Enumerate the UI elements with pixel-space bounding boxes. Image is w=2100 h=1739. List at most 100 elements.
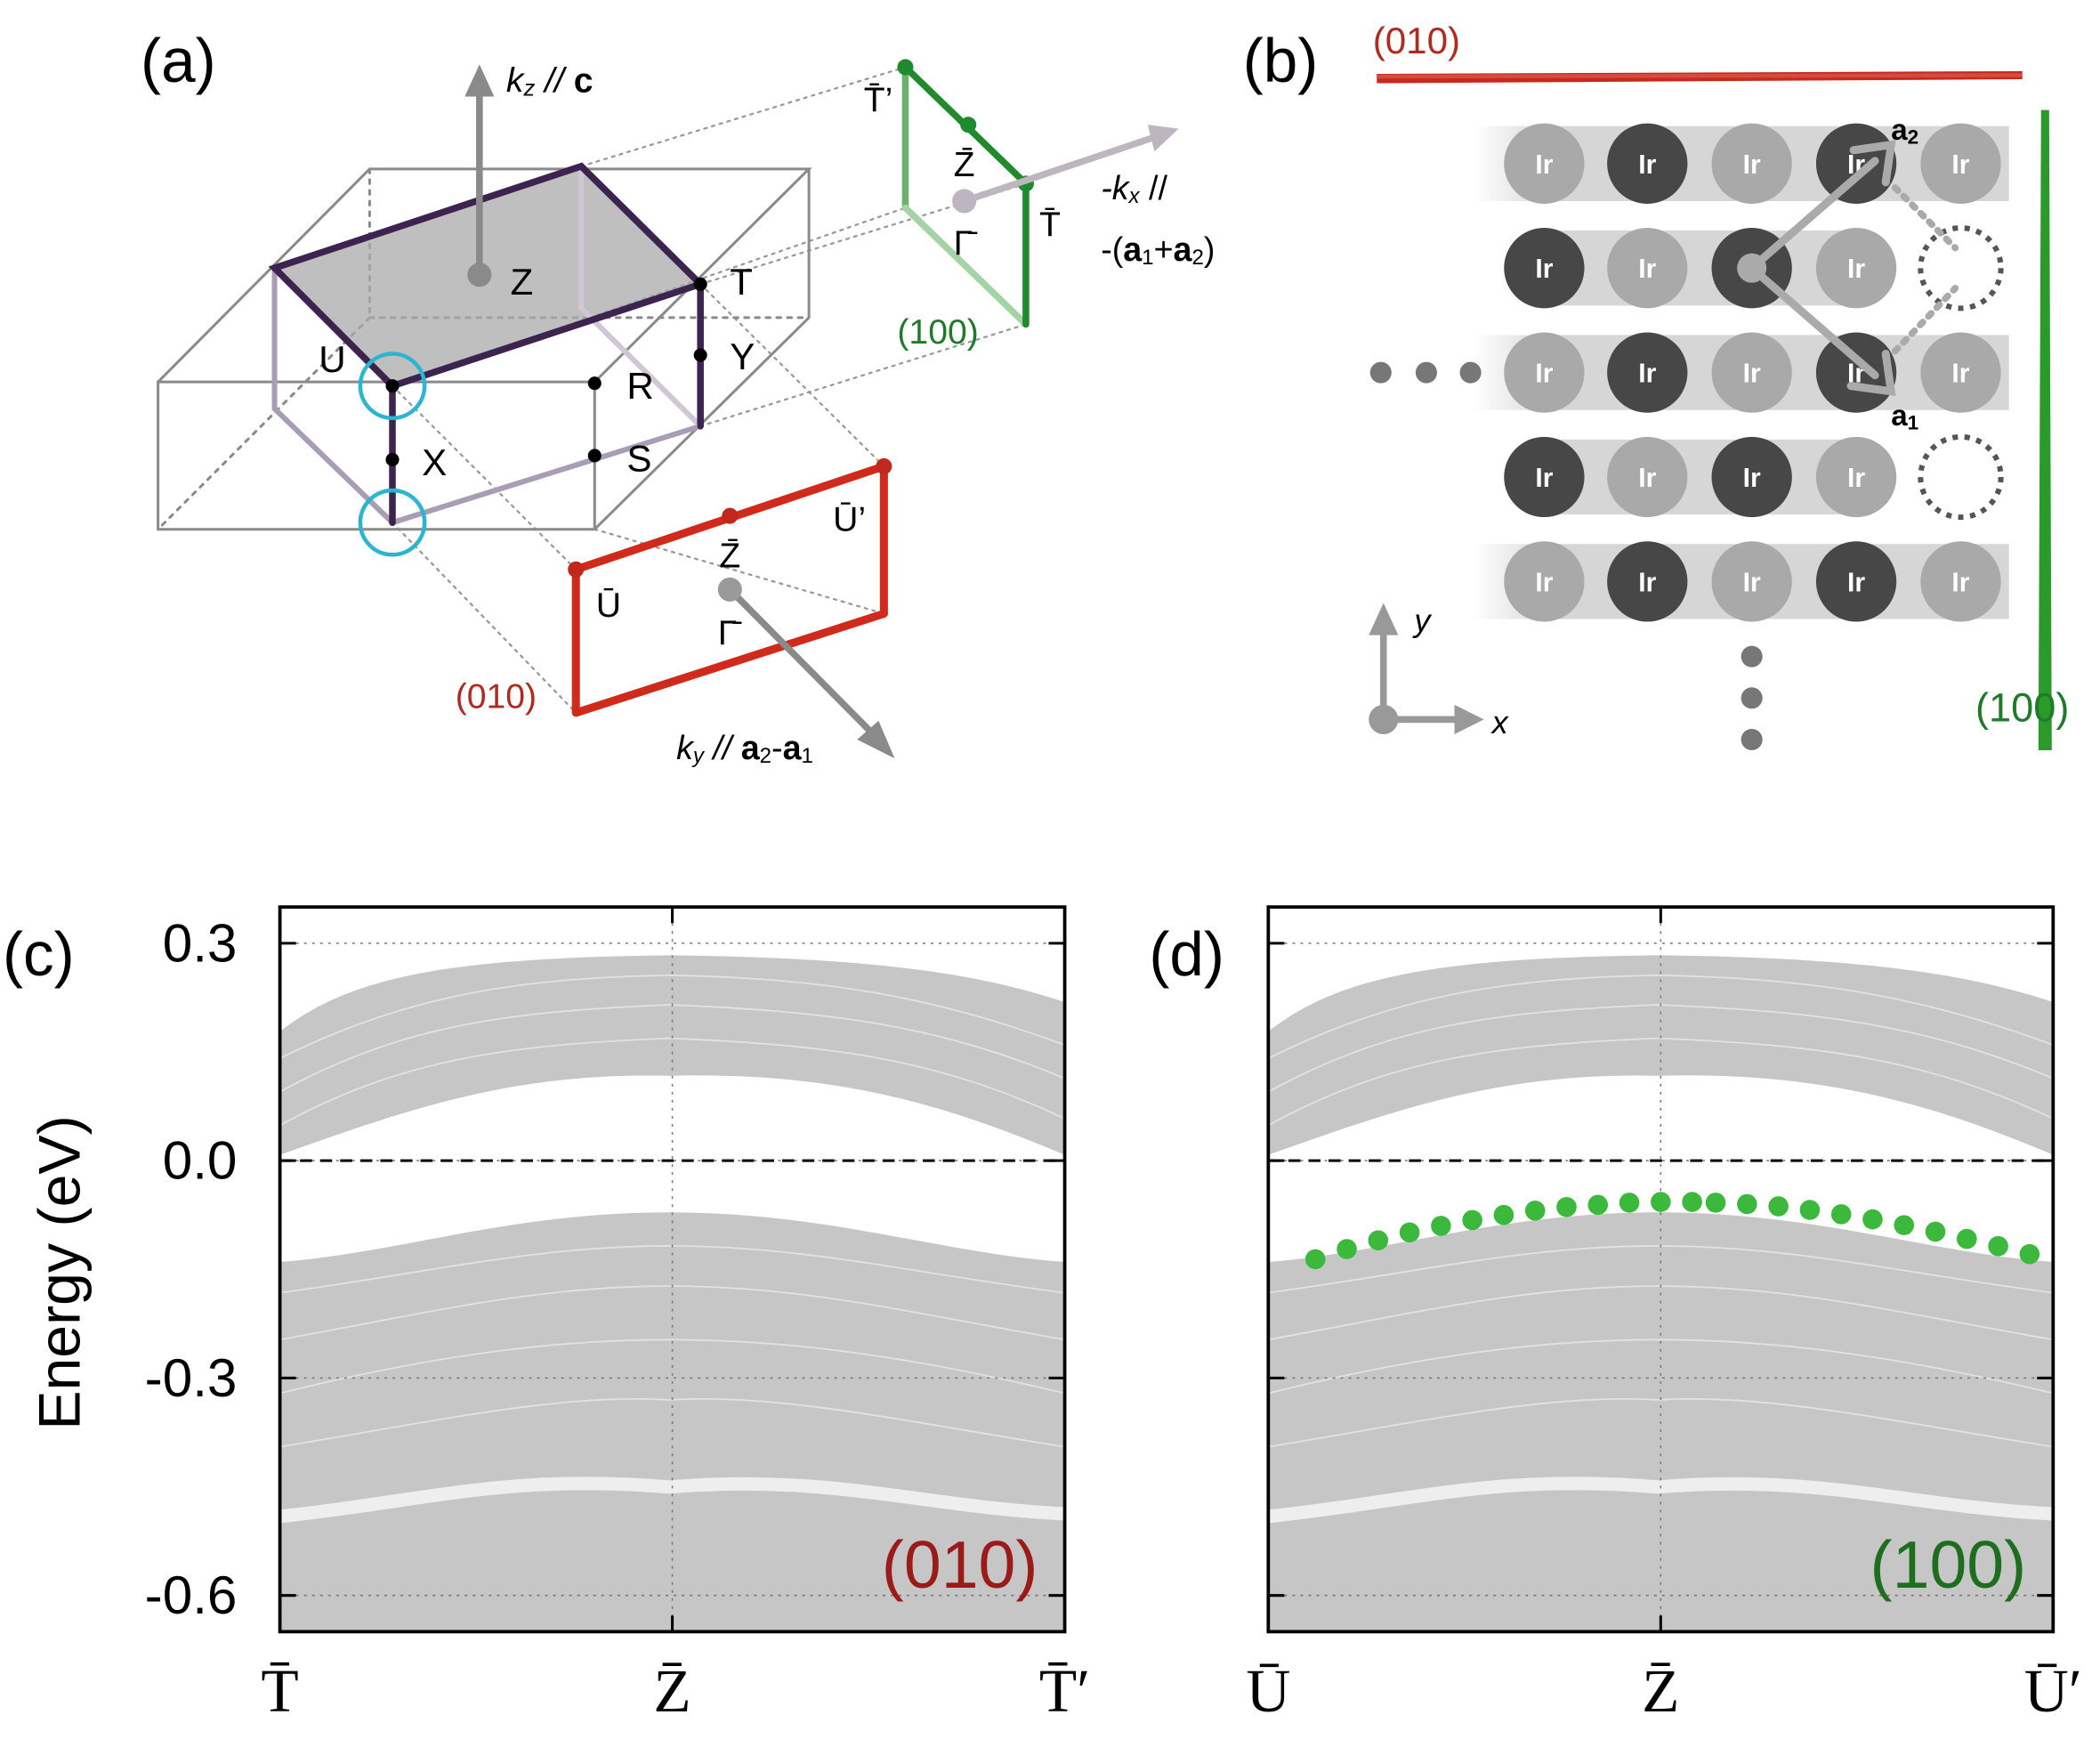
arrow-head xyxy=(857,720,895,759)
vacancy xyxy=(1918,225,2004,311)
atom-label: Ir xyxy=(1535,150,1553,180)
shape xyxy=(1369,704,1399,734)
atom-label: Ir xyxy=(1743,150,1761,180)
shape xyxy=(568,561,585,578)
point-label: Ū xyxy=(596,586,621,625)
atom xyxy=(1607,123,1688,204)
label-part: // xyxy=(1140,169,1168,206)
x-tick-label: Z̄ xyxy=(1642,1656,1679,1725)
plot-frame xyxy=(1266,905,2056,1634)
shape xyxy=(279,1037,1065,1127)
shape xyxy=(1748,157,1879,272)
label-part: 1 xyxy=(1142,246,1153,270)
shape xyxy=(157,167,812,384)
label-part: 2 xyxy=(1908,125,1919,148)
surface-state-point xyxy=(1337,1239,1357,1259)
plot-frame xyxy=(278,905,1067,1634)
atom-label: Ir xyxy=(1535,464,1553,493)
axis-label: x xyxy=(1490,704,1510,740)
y-tick-label: 0.0 xyxy=(163,1131,238,1191)
label-part: x xyxy=(1128,183,1141,207)
y-tick-label: -0.3 xyxy=(145,1348,238,1408)
panel-b: (010) (100) Ir Ir Ir Ir Ir Ir Ir Ir Ir Ir Ir Ir Ir Ir… xyxy=(1369,20,2069,751)
points xyxy=(568,457,892,578)
arrow-head xyxy=(464,64,495,97)
xy-axes xyxy=(1369,603,1484,734)
atom xyxy=(1920,541,2001,622)
shape xyxy=(1748,263,1879,380)
atom-label: Ir xyxy=(1743,360,1761,389)
surface-label: (010) xyxy=(456,677,537,716)
shape xyxy=(960,117,977,133)
shape xyxy=(1415,361,1437,384)
atom xyxy=(1607,228,1688,309)
surface-state-point xyxy=(1493,1204,1514,1225)
label-part: 1 xyxy=(802,744,813,768)
axis-label: -kx // xyxy=(1101,169,1167,208)
surface-state-point xyxy=(1925,1221,1946,1242)
label-part: k xyxy=(506,61,526,100)
node-circle xyxy=(358,352,427,421)
panel-a: kz // c Z T U Y R X S T̄’ Z̄ Γ̄ T̄ -kx /… xyxy=(157,59,1216,768)
shape xyxy=(279,1245,1065,1294)
label-part: ) xyxy=(1204,231,1216,268)
shape xyxy=(1544,439,1857,515)
atom-label: Ir xyxy=(1743,464,1761,493)
surface-state-point xyxy=(1894,1215,1915,1235)
surface-state-point xyxy=(1619,1193,1640,1213)
shape xyxy=(157,316,371,531)
label-part: -( xyxy=(1101,231,1124,268)
atom-label: Ir xyxy=(1847,464,1865,493)
shape xyxy=(593,167,811,531)
point-label: Z̄ xyxy=(954,146,975,184)
point-label: X xyxy=(422,441,447,483)
shape xyxy=(385,379,400,393)
shape xyxy=(391,522,578,715)
panel-label: (b) xyxy=(1243,26,1319,95)
shape xyxy=(1891,184,1959,252)
point-label: Z xyxy=(510,261,533,303)
atom xyxy=(1607,332,1688,413)
label-part: y xyxy=(691,744,706,768)
shape xyxy=(1846,350,1896,396)
shape xyxy=(587,376,602,391)
atom-label: Ir xyxy=(1638,360,1656,389)
shape xyxy=(699,323,1028,427)
label-part: z xyxy=(522,77,535,101)
point xyxy=(717,577,742,602)
surface-state-point xyxy=(1862,1209,1883,1230)
shape xyxy=(279,974,1065,1060)
atom xyxy=(1504,228,1585,309)
vector-label: a1 xyxy=(1891,399,1918,433)
atom-label: Ir xyxy=(1951,568,1969,597)
projection-lines xyxy=(391,66,1028,715)
atom xyxy=(1920,332,2001,413)
vector-label: a2 xyxy=(1891,114,1918,149)
point-label: Y xyxy=(730,336,755,377)
shape xyxy=(271,265,704,526)
shape xyxy=(279,1397,1065,1448)
surface-state-point xyxy=(1768,1196,1789,1217)
x-tick-label: T̄ xyxy=(261,1656,298,1725)
shape xyxy=(876,457,892,474)
atom xyxy=(1504,436,1585,518)
atom-label: Ir xyxy=(1638,150,1656,180)
atom xyxy=(1711,332,1792,413)
label-part: a xyxy=(1174,231,1193,268)
point-label: U xyxy=(319,338,345,380)
node-circle xyxy=(358,488,427,557)
shape xyxy=(279,1004,1065,1093)
point-label: R xyxy=(626,365,653,407)
surface-label: (100) xyxy=(897,313,978,352)
arrow-head xyxy=(1147,125,1179,152)
surface-state-point xyxy=(1368,1230,1389,1250)
atom xyxy=(1815,541,1897,622)
atom-label: Ir xyxy=(1638,255,1656,284)
surface-state-point xyxy=(1957,1228,1977,1250)
atom xyxy=(1815,228,1897,309)
y-axis-title: Energy (eV) xyxy=(28,1115,93,1429)
y-tick-label: -0.6 xyxy=(145,1565,238,1625)
shape xyxy=(722,507,739,524)
shape xyxy=(279,1285,1065,1341)
surface-state-point xyxy=(1587,1194,1609,1216)
